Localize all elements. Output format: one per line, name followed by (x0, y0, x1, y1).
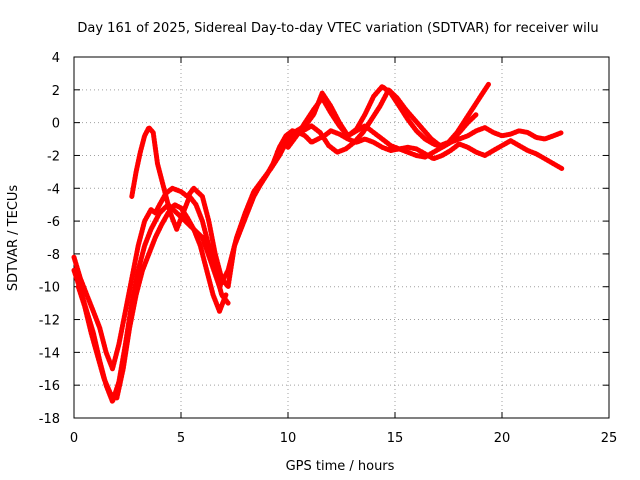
x-tick-label: 15 (387, 431, 404, 446)
y-tick-label: -10 (39, 281, 60, 296)
plot-frame (73, 56, 610, 419)
grid-layer (74, 57, 609, 418)
tick-layer: 0 5 10 15 20 25 -18 -16 -14 -12 -10 -8 -6 -4 -2 0 2 4 (39, 51, 618, 446)
series-track-1 (71, 125, 565, 372)
x-tick-label: 25 (601, 431, 618, 446)
y-tick-label: -4 (47, 182, 60, 197)
x-tick-label: 10 (280, 431, 297, 446)
x-tick-label: 20 (494, 431, 511, 446)
series-track-6 (285, 84, 479, 150)
y-tick-label: -2 (47, 149, 60, 164)
y-tick-label: 0 (52, 117, 60, 132)
x-axis-label: GPS time / hours (286, 459, 395, 474)
y-tick-label: -8 (47, 248, 60, 263)
y-tick-label: -6 (47, 215, 60, 230)
series-track-4 (129, 125, 231, 306)
chart-title: Day 161 of 2025, Sidereal Day-to-day VTE… (77, 21, 598, 36)
y-tick-label: -14 (39, 346, 60, 361)
series-track-3 (75, 202, 229, 401)
y-axis-label: SDTVAR / TECUs (6, 185, 21, 292)
y-tick-label: 2 (52, 84, 60, 99)
y-tick-label: -16 (39, 379, 60, 394)
y-tick-label: 4 (52, 51, 60, 66)
x-tick-label: 5 (177, 431, 185, 446)
y-tick-label: -12 (39, 314, 60, 329)
series-layer (71, 80, 565, 405)
x-tick-label: 0 (70, 431, 78, 446)
y-tick-label: -18 (39, 412, 60, 427)
